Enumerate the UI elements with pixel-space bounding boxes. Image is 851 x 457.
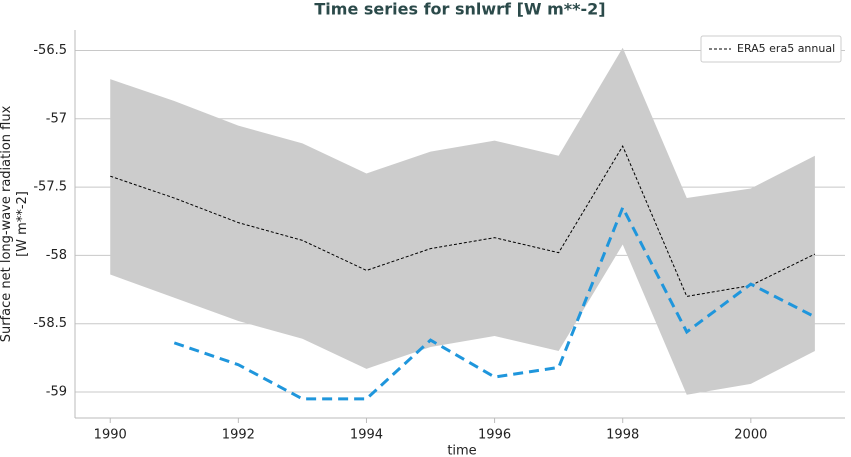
range-band: [110, 47, 815, 395]
chart-title: Time series for snlwrf [W m**-2]: [314, 0, 605, 19]
y-tick-label: -56.5: [33, 43, 67, 58]
series-line: [173, 203, 816, 401]
y-tick-label: -58.5: [33, 316, 67, 331]
x-axis-label: time: [447, 444, 476, 457]
y-tick-label: -57.5: [33, 180, 67, 195]
x-tick-label: 1996: [478, 428, 511, 443]
x-tick-label: 1998: [606, 428, 639, 443]
legend-label: ERA5 era5 annual: [737, 42, 835, 55]
x-tick-label: 1994: [350, 428, 383, 443]
x-tick-label: 1990: [94, 428, 127, 443]
legend-box: [700, 35, 842, 63]
y-tick-label: -57: [46, 111, 67, 126]
x-tick-label: 2000: [734, 428, 767, 443]
y-tick-label: -59: [46, 385, 67, 400]
series-line: [110, 145, 816, 297]
y-axis-label: Surface net long-wave radiation flux [W …: [0, 105, 30, 343]
y-tick-label: -58: [46, 248, 67, 263]
x-tick-label: 1992: [222, 428, 255, 443]
